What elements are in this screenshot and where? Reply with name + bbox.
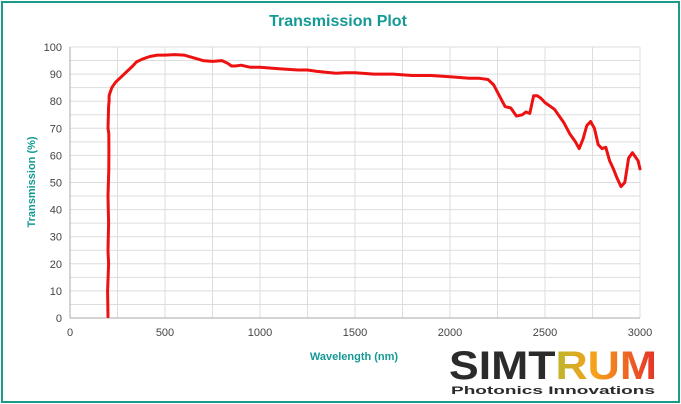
- y-tick-label: 20: [50, 259, 62, 271]
- x-tick-label: 1500: [343, 327, 367, 339]
- logo-brand: SIMT RUM: [449, 344, 657, 388]
- x-tick-label: 1000: [248, 327, 272, 339]
- x-axis-label: Wavelength (nm): [310, 351, 399, 363]
- x-tick-label: 500: [156, 327, 174, 339]
- y-axis-label: Transmission (%): [26, 136, 38, 227]
- transmission-series-line: [106, 53, 642, 319]
- tick-labels: 0 500 1000 1500 2000 2500 3000 0 10 20 30 40 50 60 70 8…: [44, 42, 653, 339]
- y-tick-label: 10: [50, 286, 62, 298]
- y-tick-label: 0: [56, 313, 62, 325]
- y-tick-label: 40: [50, 205, 62, 217]
- y-tick-label: 50: [50, 178, 62, 190]
- series-layer: [106, 53, 642, 319]
- logo-tagline: Photonics Innovations: [451, 385, 655, 397]
- y-tick-label: 60: [50, 150, 62, 162]
- logo-brand-left: SIMT: [449, 344, 555, 388]
- y-tick-label: 30: [50, 232, 62, 244]
- axes: [69, 47, 640, 319]
- y-tick-label: 100: [44, 42, 62, 54]
- y-tick-label: 70: [50, 123, 62, 135]
- grid-lines: [69, 46, 641, 319]
- x-tick-label: 0: [67, 327, 73, 339]
- x-tick-label: 2500: [533, 327, 557, 339]
- x-tick-label: 3000: [628, 327, 652, 339]
- logo-brand-right: RUM: [555, 344, 657, 388]
- simtrum-logo: SIMT RUM Photonics Innovations: [449, 344, 657, 397]
- y-tick-label: 80: [50, 96, 62, 108]
- chart-title: Transmission Plot: [269, 13, 407, 30]
- y-tick-label: 90: [50, 69, 62, 81]
- x-tick-label: 2000: [438, 327, 462, 339]
